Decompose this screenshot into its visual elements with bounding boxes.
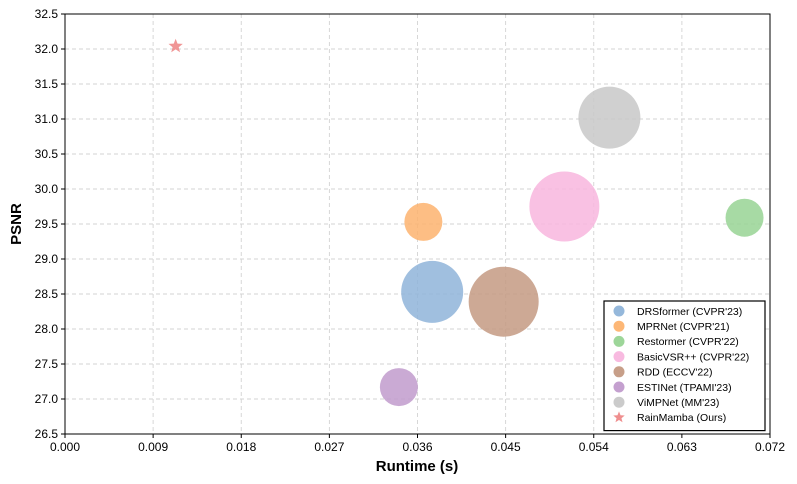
data-point-circle (725, 198, 764, 237)
data-point-circle (578, 86, 641, 149)
y-tick-label: 27.5 (35, 357, 59, 371)
y-tick-label: 30.5 (35, 147, 59, 161)
data-point-circle (529, 171, 600, 242)
legend-marker-circle (613, 366, 625, 378)
x-tick-label: 0.063 (667, 440, 697, 454)
y-tick-label: 32.0 (35, 42, 59, 56)
y-tick-label: 31.0 (35, 112, 59, 126)
y-tick-label: 31.5 (35, 77, 59, 91)
y-tick-label: 27.0 (35, 392, 59, 406)
y-tick-label: 30.0 (35, 182, 59, 196)
axis-ticks: 0.000 0.009 0.018 0.027 0.036 0.045 0.054 0.063… (35, 7, 786, 454)
y-tick-label: 26.5 (35, 427, 59, 441)
x-tick-label: 0.054 (579, 440, 609, 454)
y-tick-label: 32.5 (35, 7, 59, 21)
legend-marker-circle (613, 335, 625, 347)
x-tick-label: 0.027 (314, 440, 344, 454)
legend-label: Restormer (CVPR'22) (637, 336, 739, 348)
data-point-circle (401, 260, 464, 323)
y-tick-label: 28.5 (35, 287, 59, 301)
legend-marker-circle (613, 305, 625, 317)
x-tick-label: 0.018 (226, 440, 256, 454)
legend-marker-star (613, 411, 625, 423)
legend-label: ViMPNet (MM'23) (637, 397, 719, 409)
x-tick-label: 0.036 (402, 440, 432, 454)
legend-marker-circle (613, 381, 625, 393)
y-axis-title: PSNR (8, 203, 25, 245)
data-points (168, 38, 764, 407)
legend-box (603, 300, 766, 432)
x-tick-label: 0.009 (138, 440, 168, 454)
x-axis-title: Runtime (s) (376, 458, 459, 475)
legend-label: RainMamba (Ours) (637, 412, 726, 424)
y-tick-label: 29.0 (35, 252, 59, 266)
data-point-circle (404, 202, 443, 241)
legend-label: RDD (ECCV'22) (637, 367, 713, 379)
data-point-circle (379, 368, 418, 407)
legend-label: DRSformer (CVPR'23) (637, 306, 742, 318)
data-point-star (168, 38, 183, 53)
legend-label: MPRNet (CVPR'21) (637, 321, 729, 333)
y-tick-label: 28.0 (35, 322, 59, 336)
legend-marker-circle (613, 396, 625, 408)
legend-label: ESTINet (TPAMI'23) (637, 382, 732, 394)
data-point-circle (468, 266, 539, 337)
x-tick-label: 0.000 (50, 440, 80, 454)
x-tick-label: 0.072 (755, 440, 785, 454)
x-tick-label: 0.045 (491, 440, 521, 454)
legend-marker-circle (613, 320, 625, 332)
legend-marker-circle (613, 351, 625, 363)
y-tick-label: 29.5 (35, 217, 59, 231)
legend-label: BasicVSR++ (CVPR'22) (637, 351, 749, 363)
legend: DRSformer (CVPR'23) MPRNet (CVPR'21) Resto… (603, 300, 766, 432)
